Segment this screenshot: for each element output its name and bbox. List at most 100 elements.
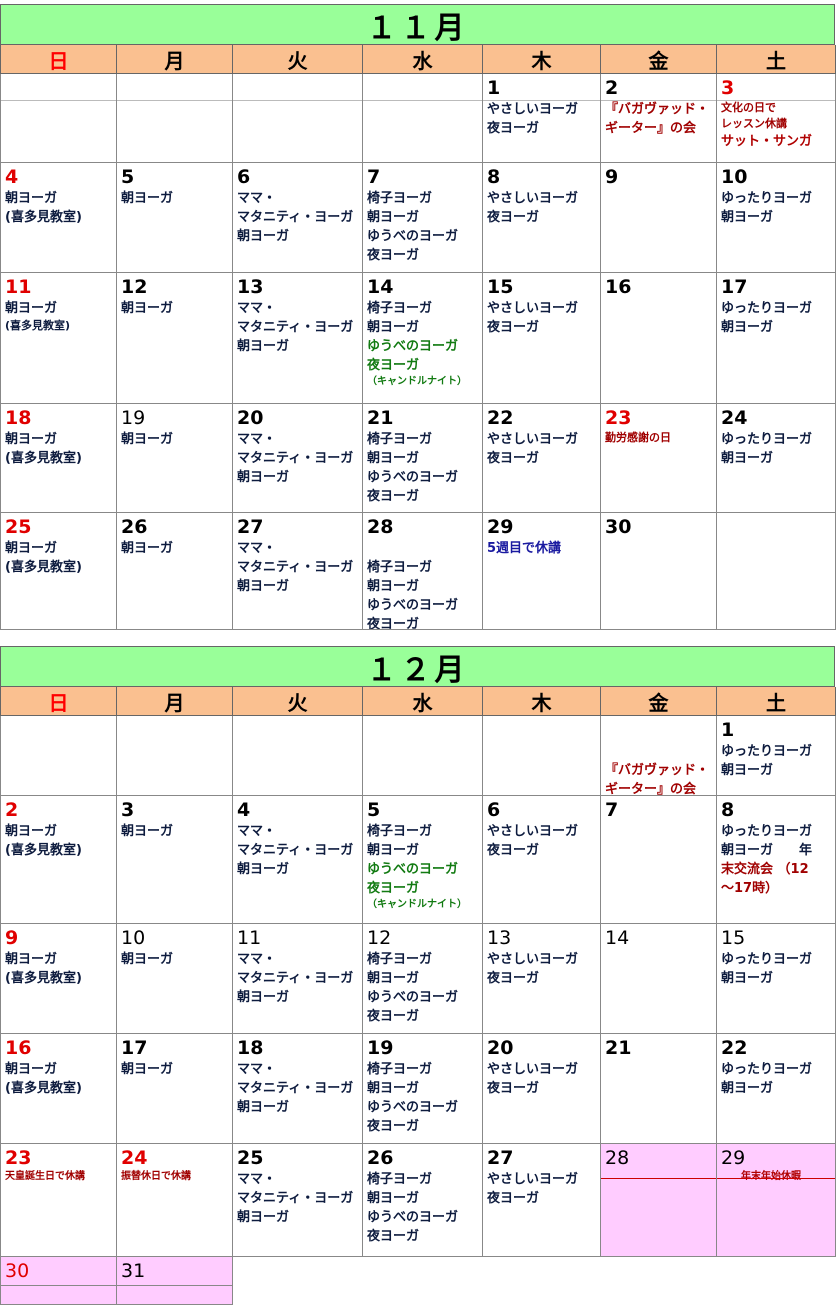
day-cell: 『バガヴァッド・ ギーター』の会	[601, 716, 717, 796]
event-list: 『バガヴァッド・ ギーター』の会	[605, 742, 716, 795]
day-number: 17	[721, 276, 748, 298]
weekday-header: 土	[717, 687, 836, 716]
event-text: ゆうべのヨーガ	[367, 862, 459, 877]
weekday-header: 日	[0, 45, 117, 74]
event-text: 夜ヨーガ	[367, 489, 420, 504]
day-number: 13	[237, 276, 264, 298]
day-number: 29	[487, 516, 514, 538]
event-text: 朝ヨーガ	[721, 210, 774, 225]
event-list: やさしいヨーガ 夜ヨーガ	[487, 1060, 600, 1098]
weekday-header: 月	[117, 45, 233, 74]
day-number: 8	[721, 799, 735, 821]
day-number: 2	[605, 77, 619, 99]
day-cell	[363, 74, 483, 163]
day-number: 29	[721, 1147, 746, 1169]
event-text: 振替休日で休講	[121, 1171, 191, 1182]
event-list: 椅子ヨーガ 朝ヨーガ ゆうべのヨーガ 夜ヨーガ （キャンドルナイト）	[367, 822, 482, 912]
event-text: 朝ヨーガ	[121, 541, 174, 556]
day-cell	[483, 716, 601, 796]
day-cell: 1 ゆったりヨーガ 朝ヨーガ	[717, 716, 836, 796]
event-text: （キャンドルナイト）	[367, 899, 467, 910]
event-text: (喜多見教室)	[5, 560, 82, 575]
event-text: 椅子ヨーガ	[367, 191, 433, 206]
event-text: やさしいヨーガ	[487, 191, 579, 206]
day-cell: 4 ママ・ マタニティ・ヨーガ 朝ヨーガ	[233, 796, 363, 924]
day-cell: 31	[117, 1257, 233, 1305]
grid-line	[1, 100, 116, 101]
event-list: 振替休日で休講	[121, 1170, 232, 1184]
day-number: 30	[5, 1260, 30, 1282]
event-list: ゆったりヨーガ 朝ヨーガ	[721, 299, 835, 337]
grid-line	[717, 1178, 835, 1179]
day-number: 14	[367, 276, 394, 298]
event-text: 朝ヨーガ	[367, 971, 420, 986]
day-number: 21	[605, 1037, 632, 1059]
day-cell: 28 椅子ヨーガ 朝ヨーガ ゆうべのヨーガ 夜ヨーガ	[363, 513, 483, 630]
day-number: 24	[721, 407, 748, 429]
event-text: やさしいヨーガ	[487, 824, 579, 839]
event-list: ゆったりヨーガ 朝ヨーガ	[721, 430, 835, 468]
day-number: 4	[237, 799, 251, 821]
event-text: ママ・	[237, 1172, 277, 1187]
month-title: １２月	[0, 646, 835, 688]
day-number: 14	[605, 927, 630, 949]
event-text: 夜ヨーガ	[487, 121, 540, 136]
month-block: １１月日月火水木金土 1 やさしいヨーガ 夜ヨーガ 2 『バガヴァッド・ ギーター』の会 3…	[0, 4, 836, 630]
event-list: ゆったりヨーガ 朝ヨーガ	[721, 742, 835, 780]
event-text: ゆうべのヨーガ	[367, 1100, 459, 1115]
day-cell: 12 椅子ヨーガ 朝ヨーガ ゆうべのヨーガ 夜ヨーガ	[363, 924, 483, 1034]
event-text: 夜ヨーガ	[367, 1009, 420, 1024]
event-text: 朝ヨーガ	[5, 952, 58, 967]
event-text: 朝ヨーガ	[121, 1062, 174, 1077]
event-text: 朝ヨーガ	[237, 339, 290, 354]
day-number: 6	[487, 799, 501, 821]
event-text: (喜多見教室)	[5, 843, 82, 858]
event-text: 夜ヨーガ	[487, 843, 540, 858]
day-number: 5	[121, 166, 135, 188]
event-text: 朝ヨーガ	[237, 579, 290, 594]
weekday-header: 木	[483, 687, 601, 716]
day-cell: 6 やさしいヨーガ 夜ヨーガ	[483, 796, 601, 924]
event-text: 夜ヨーガ	[367, 617, 420, 630]
event-text: やさしいヨーガ	[487, 301, 579, 316]
event-text: 椅子ヨーガ	[367, 952, 433, 967]
event-text: ゆったりヨーガ	[721, 1062, 813, 1077]
day-number: 27	[487, 1147, 514, 1169]
grid-line	[117, 1285, 232, 1286]
event-text: 椅子ヨーガ	[367, 824, 433, 839]
event-text: 夜ヨーガ	[487, 210, 540, 225]
grid-line	[233, 100, 362, 101]
weekday-header: 土	[717, 45, 836, 74]
grid-line	[363, 100, 482, 101]
day-number	[605, 719, 716, 741]
event-text: ゆうべのヨーガ	[367, 470, 459, 485]
event-text: やさしいヨーガ	[487, 432, 579, 447]
day-cell: 6 ママ・ マタニティ・ヨーガ 朝ヨーガ	[233, 163, 363, 273]
event-text: サット・サンガ	[721, 134, 813, 149]
event-list: 『バガヴァッド・ ギーター』の会	[605, 100, 716, 138]
event-text: ゆったりヨーガ	[721, 744, 813, 759]
day-number: 23	[605, 407, 632, 429]
event-text	[367, 539, 482, 558]
day-number: 12	[121, 276, 148, 298]
event-list: 椅子ヨーガ 朝ヨーガ ゆうべのヨーガ 夜ヨーガ	[367, 430, 482, 506]
day-cell: 4 朝ヨーガ (喜多見教室)	[0, 163, 117, 273]
day-cell: 30	[0, 1257, 117, 1305]
day-cell: 26 朝ヨーガ	[117, 513, 233, 630]
day-number: 26	[121, 516, 148, 538]
event-text: 朝ヨーガ	[121, 191, 174, 206]
event-text: やさしいヨーガ	[487, 1062, 579, 1077]
day-number: 2	[5, 799, 19, 821]
event-text: ママ・	[237, 191, 277, 206]
day-cell: 22 やさしいヨーガ 夜ヨーガ	[483, 404, 601, 513]
day-number	[237, 77, 362, 99]
grid-line	[117, 100, 232, 101]
event-list: 天皇誕生日で休講	[5, 1170, 116, 1184]
event-text: 『バガヴァッド・	[605, 763, 710, 778]
event-list: 朝ヨーガ	[121, 1060, 232, 1079]
event-list: やさしいヨーガ 夜ヨーガ	[487, 950, 600, 988]
day-number: 17	[121, 1037, 148, 1059]
day-cell: 3 文化の日で レッスン休講 サット・サンガ	[717, 74, 836, 163]
event-text: 朝ヨーガ	[367, 451, 420, 466]
day-cell: 17 ゆったりヨーガ 朝ヨーガ	[717, 273, 836, 404]
